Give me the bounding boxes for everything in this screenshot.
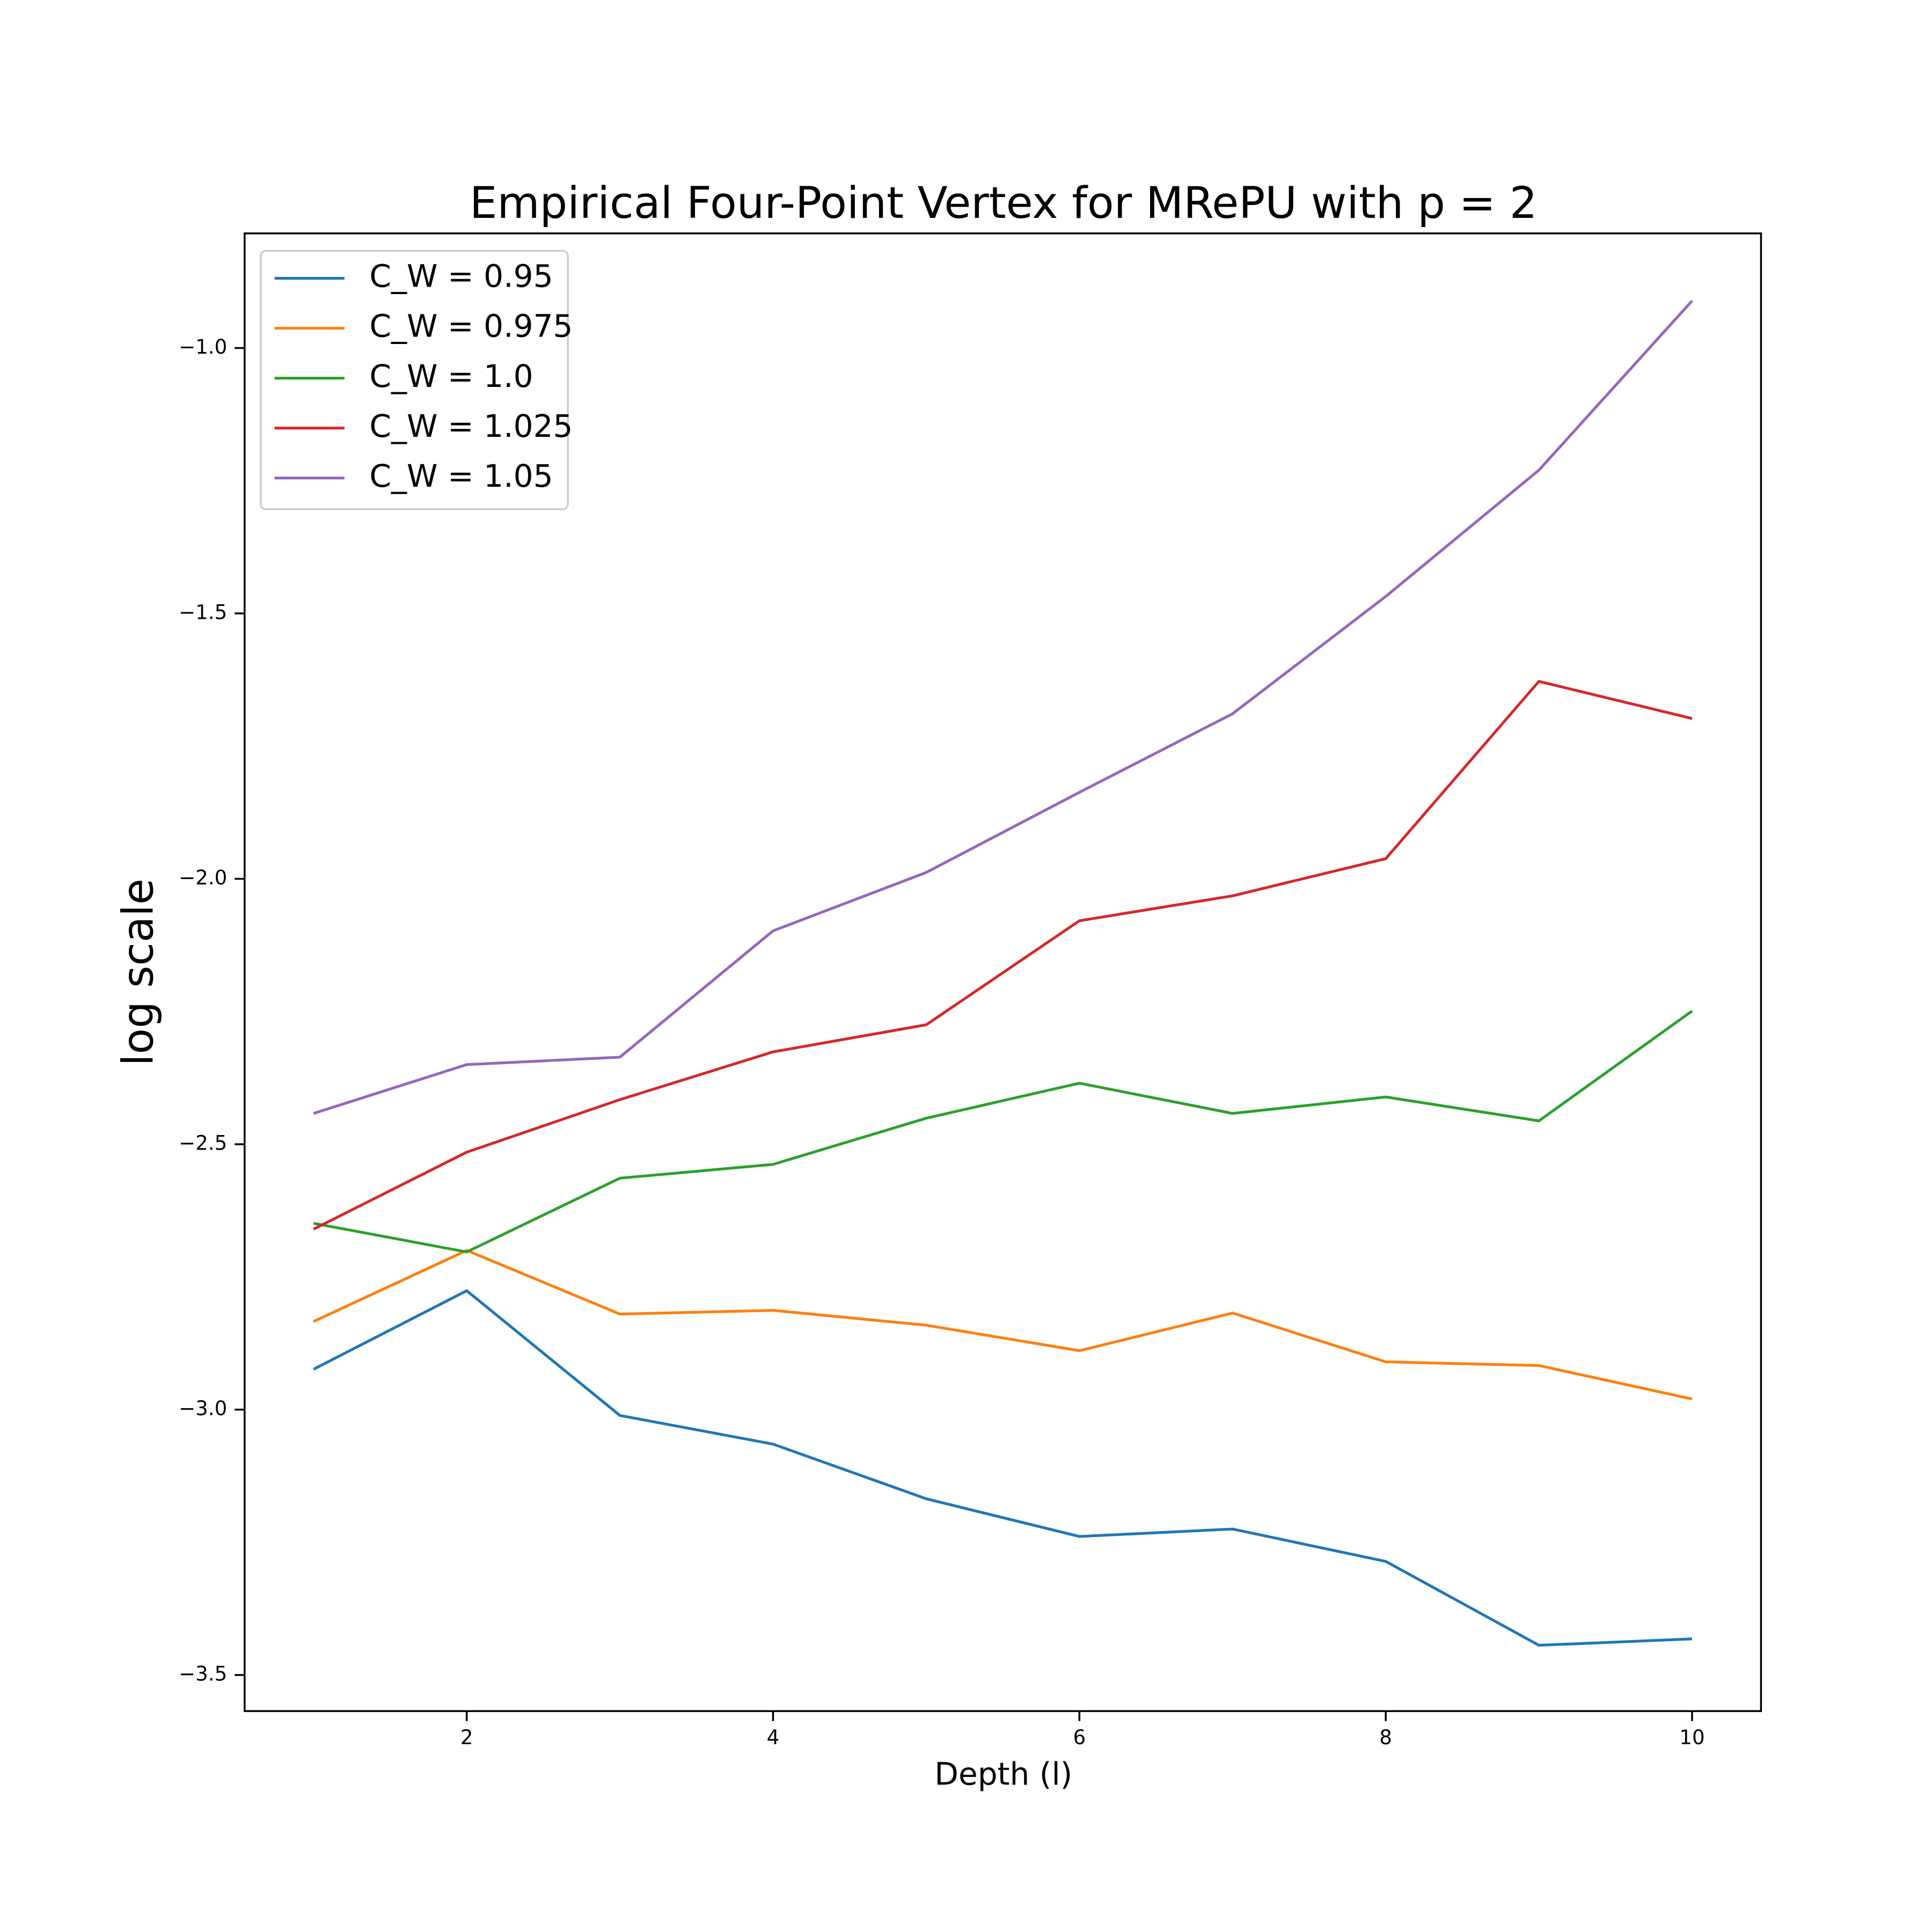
y-tick-label: −3.0 xyxy=(179,1396,227,1420)
x-tick-label: 6 xyxy=(1073,1725,1086,1749)
x-tick-label: 2 xyxy=(460,1725,473,1749)
legend-box xyxy=(260,250,569,510)
legend-label: C_W = 0.95 xyxy=(369,258,553,295)
plot-frame xyxy=(244,232,1762,1713)
series-line xyxy=(313,1289,1693,1647)
y-tick-label: −2.0 xyxy=(179,866,227,889)
legend-label: C_W = 1.025 xyxy=(369,408,573,444)
series-line xyxy=(313,1249,1693,1401)
y-tick-label: −3.5 xyxy=(179,1662,227,1686)
x-tick-label: 8 xyxy=(1379,1725,1392,1749)
x-tick-label: 4 xyxy=(767,1725,780,1749)
series-line xyxy=(313,299,1693,1115)
y-tick-label: −1.5 xyxy=(179,601,227,624)
series-line xyxy=(313,680,1693,1231)
y-axis-label: log scale xyxy=(113,879,163,1066)
y-tick-label: −2.5 xyxy=(179,1131,227,1155)
x-tick-label: 10 xyxy=(1679,1725,1704,1749)
x-axis-label: Depth (l) xyxy=(934,1755,1072,1792)
legend-label: C_W = 0.975 xyxy=(369,308,573,345)
legend-label: C_W = 1.05 xyxy=(369,458,553,494)
chart-title: Empirical Four-Point Vertex for MRePU wi… xyxy=(470,178,1538,229)
series-line xyxy=(313,1009,1693,1254)
legend-label: C_W = 1.0 xyxy=(369,358,533,394)
y-tick-label: −1.0 xyxy=(179,335,227,358)
